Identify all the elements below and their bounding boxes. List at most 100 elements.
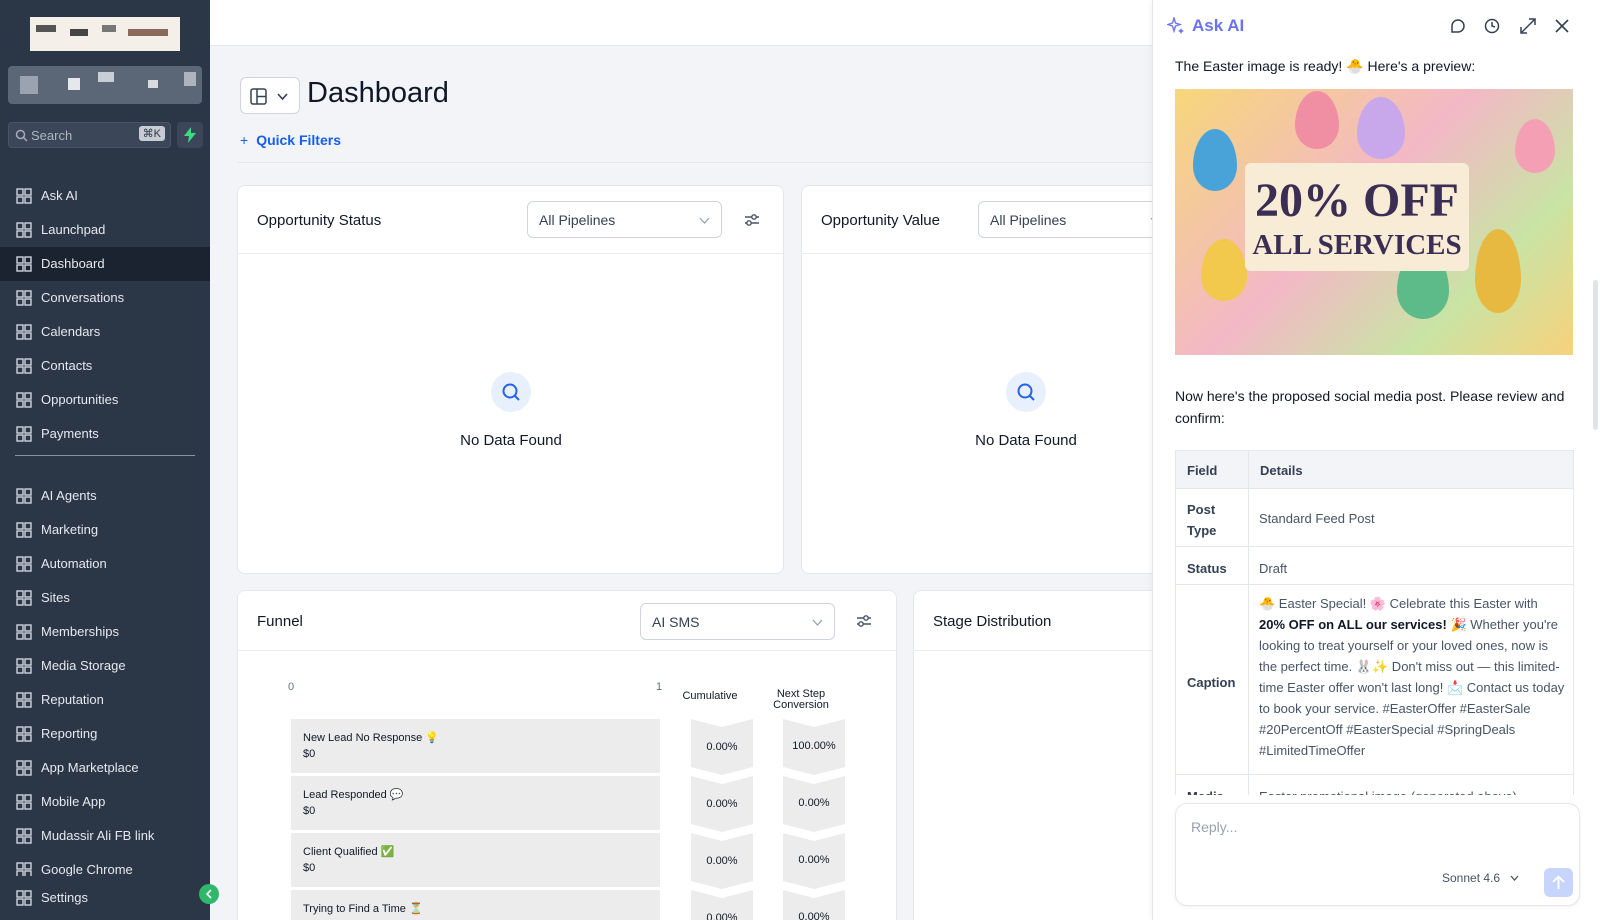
nav-label: Media Storage [41, 658, 126, 673]
nav-item[interactable]: Reputation [0, 683, 210, 717]
chevron-down [699, 217, 710, 224]
nav-item[interactable]: Automation [0, 547, 210, 581]
nav-item[interactable]: Calendars [0, 315, 210, 349]
empty-icon [491, 372, 531, 412]
table-row: Status Draft [1176, 547, 1573, 585]
nav-item[interactable]: Memberships [0, 615, 210, 649]
column-header: Next Step Conversion [773, 688, 829, 711]
next-step-cell: 0.00% [783, 890, 845, 920]
reply-box[interactable]: Reply... Sonnet 4.6 [1175, 803, 1580, 906]
model-name: Sonnet 4.6 [1442, 871, 1501, 885]
plus-icon: + [240, 132, 249, 148]
model-selector[interactable]: Sonnet 4.6 [1442, 871, 1519, 885]
layout-icon [250, 88, 267, 105]
nav-item[interactable]: Conversations [0, 281, 210, 315]
funnel-stage-bar: Trying to Find a Time ⏳$0 [291, 890, 660, 920]
cumulative-cell: 0.00% [691, 833, 753, 889]
nav-icon [16, 426, 32, 442]
preview-image: 20% OFF ALL SERVICES [1175, 89, 1573, 355]
nav-item[interactable]: Media Storage [0, 649, 210, 683]
nav-item[interactable]: App Marketplace [0, 751, 210, 785]
cumulative-cell: 0.00% [691, 719, 753, 775]
cumulative-value: 0.00% [706, 912, 738, 920]
nav-item[interactable]: Launchpad [0, 213, 210, 247]
account-pixel [20, 76, 38, 94]
chevron-down [1510, 875, 1519, 881]
nav-item[interactable]: Reporting [0, 717, 210, 751]
chat-scroll: The Easter image is ready! 🐣 Here's a pr… [1153, 50, 1593, 795]
nav-item[interactable]: Mudassir Ali FB link [0, 819, 210, 853]
nav-item[interactable]: Payments [0, 417, 210, 451]
nav-icon [16, 794, 32, 810]
details-table: Field Details Post Type Standard Feed Post S… [1175, 450, 1574, 795]
nav-label: Mobile App [41, 794, 106, 809]
card-header-divider [802, 253, 1360, 254]
nav-item[interactable]: Mobile App [0, 785, 210, 819]
stage-name: Lead Responded 💬 [303, 789, 404, 801]
nav-item[interactable]: Dashboard [0, 247, 210, 281]
egg-decoration [1357, 97, 1405, 159]
logo-pixel [70, 29, 88, 36]
funnel-stage-bar: Client Qualified ✅ $0 [291, 833, 660, 887]
details-text: 🎉 Whether you're looking to treat yourse… [1259, 617, 1565, 758]
nav-label: Google Chrome [41, 862, 133, 877]
empty-text: No Data Found [975, 432, 1077, 449]
image-headline: 20% OFF [1255, 174, 1459, 227]
nav-label: Ask AI [41, 188, 78, 203]
nav-label: AI Agents [41, 488, 97, 503]
chevron-down [277, 93, 288, 101]
quick-filters[interactable]: + Quick Filters [240, 132, 341, 148]
nav-label: Calendars [41, 324, 101, 339]
nav-label: Marketing [41, 522, 99, 537]
settings-item[interactable]: Settings [0, 876, 210, 920]
search-shortcut: ⌘K [138, 126, 165, 141]
select-dropdown[interactable]: All Pipelines [978, 201, 1173, 238]
expand-button[interactable] [1519, 17, 1537, 35]
reply-placeholder: Reply... [1191, 819, 1238, 835]
collapse-button[interactable] [199, 884, 219, 904]
details-bold: 20% OFF on ALL our services! [1259, 617, 1447, 632]
close-button[interactable] [1553, 17, 1571, 35]
quick-action-button[interactable] [177, 122, 203, 148]
image-banner: 20% OFF ALL SERVICES [1245, 163, 1469, 271]
account-switcher[interactable] [8, 66, 202, 104]
search-box[interactable]: Search ⌘K [8, 122, 171, 148]
nav-item[interactable]: Opportunities [0, 383, 210, 417]
new-chat-button[interactable] [1449, 17, 1467, 35]
details-cell: Draft [1259, 558, 1565, 579]
column-header: Cumulative [682, 690, 738, 702]
account-pixel [184, 72, 196, 86]
ask-ai-panel: Ask AI The Easter image is ready! 🐣 Here'… [1152, 0, 1600, 920]
view-switcher[interactable] [240, 77, 300, 114]
column-divider [1248, 451, 1249, 795]
logo-pixel [36, 25, 56, 32]
nav-item[interactable]: Ask AI [0, 179, 210, 213]
nav-icon [16, 890, 32, 906]
bolt-icon [184, 127, 196, 143]
nav-icon [16, 692, 32, 708]
scrollbar-thumb [1593, 280, 1598, 430]
select-dropdown[interactable]: All Pipelines [527, 201, 722, 238]
chevron-left [205, 889, 212, 899]
card-title: Opportunity Value [821, 212, 940, 229]
message-text: Now here's the proposed social media pos… [1175, 388, 1565, 426]
nav-label: Launchpad [41, 222, 106, 237]
send-button[interactable] [1544, 868, 1573, 897]
card-header-divider [914, 650, 1212, 651]
nav-icon [16, 358, 32, 374]
nav-icon [16, 222, 32, 238]
select-dropdown[interactable]: AI SMS [640, 603, 835, 640]
page-title: Dashboard [307, 77, 449, 109]
nav-item[interactable]: Sites [0, 581, 210, 615]
nav-item[interactable]: Contacts [0, 349, 210, 383]
select-value: All Pipelines [539, 212, 616, 228]
egg-decoration [1475, 229, 1521, 313]
nav-item[interactable]: Marketing [0, 513, 210, 547]
account-pixel [98, 72, 114, 82]
nav-label: Reporting [41, 726, 98, 741]
history-button[interactable] [1483, 17, 1501, 35]
cumulative-value: 0.00% [706, 798, 738, 810]
nav-item[interactable]: AI Agents [0, 479, 210, 513]
next-step-value: 0.00% [798, 911, 830, 920]
